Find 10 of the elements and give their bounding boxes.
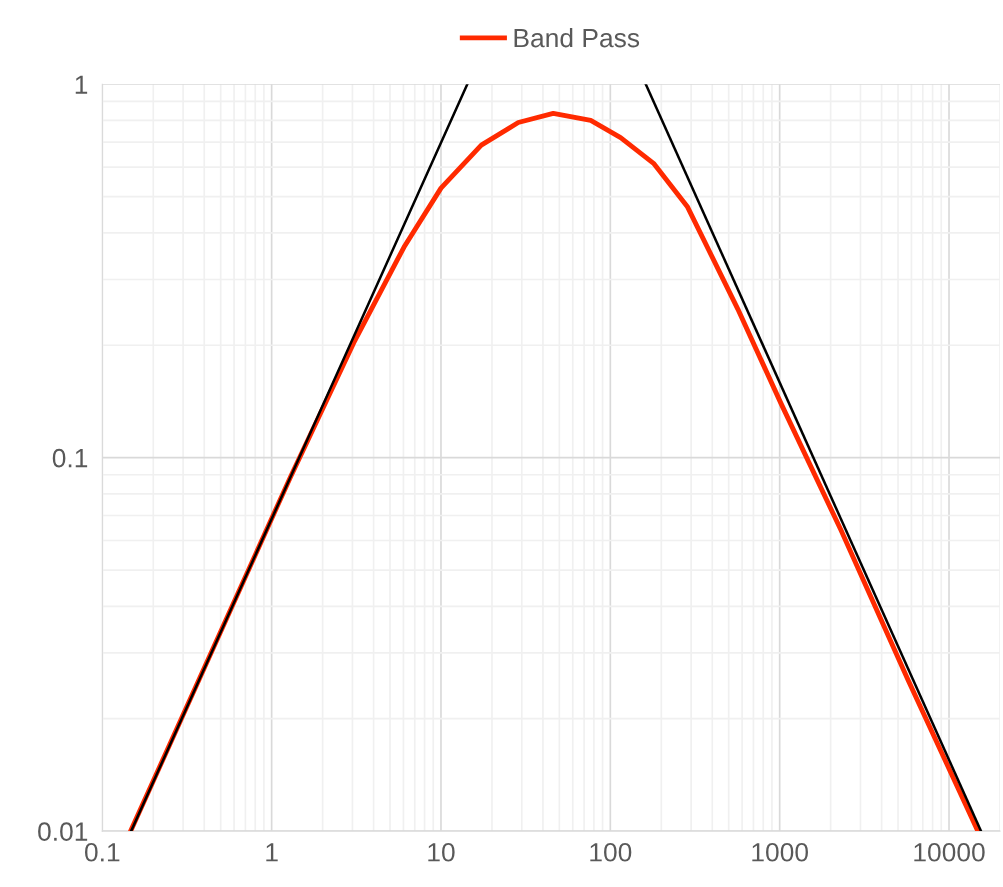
- y-tick-label: 1: [75, 75, 88, 94]
- x-tick-label: 1000: [752, 842, 808, 862]
- x-tick-label: 10: [428, 842, 455, 862]
- y-tick-label: 0.1: [52, 448, 88, 468]
- x-tick-label: 100: [590, 842, 632, 862]
- x-tick-label: 0.1: [85, 842, 120, 862]
- y-tick-label: 0.01: [38, 822, 88, 841]
- x-tick-label: 1: [266, 843, 278, 862]
- legend-label: Band Pass: [514, 28, 640, 48]
- x-tick-label: 10000: [914, 842, 985, 862]
